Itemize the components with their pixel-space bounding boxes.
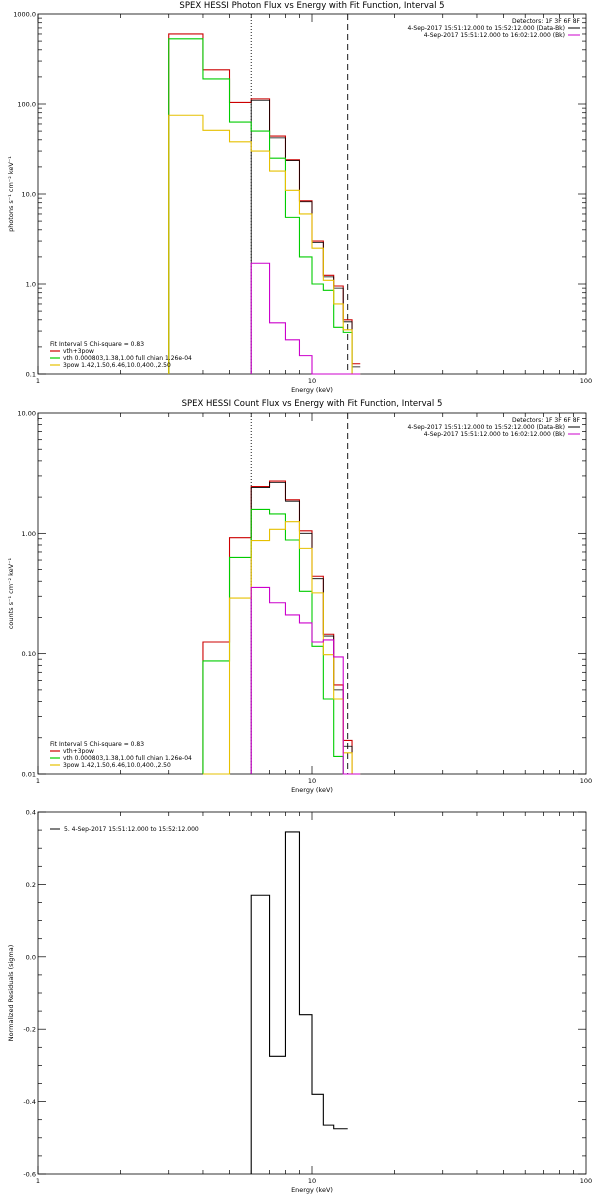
fit-legend: Fit Interval 5 Chi-square = 0.83vth+3pow… xyxy=(50,341,192,369)
x-tick-label: 10 xyxy=(308,377,316,385)
chart-title: SPEX HESSI Photon Flux vs Energy with Fi… xyxy=(179,1,444,11)
series-line-4 xyxy=(250,262,361,375)
y-axis-label: Normalized Residuals (sigma) xyxy=(7,945,15,1042)
info-box: Detectors: 1F 3F 6F 8F4-Sep-2017 15:51:1… xyxy=(407,417,580,438)
series-group xyxy=(168,33,361,375)
series-line-4 xyxy=(250,586,361,775)
y-tick-label: 0.01 xyxy=(22,771,36,779)
y-tick-label: 1.0 xyxy=(26,281,36,289)
y-axis: 0.1 1.0 10.0 100.0 1000.0 photons s⁻¹ cm⁻² ke… xyxy=(7,11,586,379)
y-tick-label: 100.0 xyxy=(17,101,36,109)
panel-count: SPEX HESSI Count Flux vs Energy with Fit… xyxy=(7,399,592,794)
fit-legend-entry: vth 0.000803,1.38,1.00 full chian 1.26e-… xyxy=(63,355,192,362)
data-interval-label: 4-Sep-2017 15:51:12.000 to 15:52:12.000 … xyxy=(407,25,565,32)
series-line-1 xyxy=(250,482,361,775)
fit-legend-header: Fit Interval 5 Chi-square = 0.83 xyxy=(50,341,144,348)
y-tick-label: -0.4 xyxy=(23,1098,36,1106)
x-axis: 1 10 100 Energy (keV) xyxy=(36,413,592,794)
bk-interval-label: 4-Sep-2017 15:51:12.000 to 16:02:12.000 … xyxy=(424,431,565,438)
y-tick-label: 0.4 xyxy=(26,809,36,817)
y-tick-label: 0.1 xyxy=(26,371,36,379)
y-tick-label: -0.2 xyxy=(23,1026,36,1034)
series-line-3 xyxy=(168,114,361,375)
data-interval-label: 4-Sep-2017 15:51:12.000 to 15:52:12.000 … xyxy=(407,424,565,431)
x-tick-label: 10 xyxy=(308,777,316,785)
fit-legend-entry: 3pow 1.42,1.50,6.46,10.0,400.,2.50 xyxy=(63,762,171,769)
y-tick-label: 0.2 xyxy=(26,881,36,889)
y-tick-label: 10.00 xyxy=(17,410,36,418)
series-line-2 xyxy=(168,38,361,375)
series-group xyxy=(202,480,361,775)
series-line-0 xyxy=(202,480,361,775)
series-line-0 xyxy=(250,831,348,1174)
y-tick-label: 0.0 xyxy=(26,953,36,961)
x-axis: 1 10 100 Energy (keV) xyxy=(36,812,592,1194)
fit-legend-entry: vth+3pow xyxy=(63,348,94,355)
y-axis: 0.01 0.10 1.00 10.00 counts s⁻¹ cm⁻² keV⁻¹ xyxy=(7,410,586,779)
fit-legend: Fit Interval 5 Chi-square = 0.83vth+3pow… xyxy=(50,741,192,769)
residual-legend-label: 5. 4-Sep-2017 15:51:12.000 to 15:52:12.0… xyxy=(64,826,199,833)
x-tick-label: 10 xyxy=(308,1177,316,1185)
x-axis-label: Energy (keV) xyxy=(291,786,333,794)
panel-photon: SPEX HESSI Photon Flux vs Energy with Fi… xyxy=(7,1,592,394)
fit-legend-header: Fit Interval 5 Chi-square = 0.83 xyxy=(50,741,144,748)
series-line-3 xyxy=(202,521,361,775)
bk-interval-label: 4-Sep-2017 15:51:12.000 to 16:02:12.000 … xyxy=(424,32,565,39)
x-axis: 1 10 100 Energy (keV) xyxy=(36,14,592,394)
fit-legend-entry: vth+3pow xyxy=(63,748,94,755)
y-tick-label: -0.6 xyxy=(23,1171,36,1179)
fit-legend-entry: vth 0.000803,1.38,1.00 full chian 1.26e-… xyxy=(63,755,192,762)
plot-frame xyxy=(37,811,587,1175)
x-tick-label: 100 xyxy=(580,777,592,785)
x-axis-label: Energy (keV) xyxy=(291,1186,333,1194)
y-tick-label: 10.0 xyxy=(22,191,36,199)
series-line-2 xyxy=(202,508,361,775)
y-axis-label: photons s⁻¹ cm⁻² keV⁻¹ xyxy=(7,156,15,232)
y-tick-label: 1000.0 xyxy=(13,11,36,19)
x-tick-label: 100 xyxy=(580,377,592,385)
x-axis-label: Energy (keV) xyxy=(291,386,333,394)
detectors-label: Detectors: 1F 3F 6F 8F xyxy=(512,417,581,424)
series-group xyxy=(250,831,348,1174)
y-axis-label: counts s⁻¹ cm⁻² keV⁻¹ xyxy=(7,557,15,629)
info-box: Detectors: 1F 3F 6F 8F4-Sep-2017 15:51:1… xyxy=(407,18,580,39)
residual-legend: 5. 4-Sep-2017 15:51:12.000 to 15:52:12.0… xyxy=(50,826,199,833)
fit-legend-entry: 3pow 1.42,1.50,6.46,10.0,400.,2.50 xyxy=(63,362,171,369)
detectors-label: Detectors: 1F 3F 6F 8F xyxy=(512,18,581,25)
y-tick-label: 0.10 xyxy=(22,650,36,658)
series-line-1 xyxy=(250,99,361,374)
x-tick-label: 1 xyxy=(36,777,40,785)
x-tick-label: 100 xyxy=(580,1177,592,1185)
x-tick-label: 1 xyxy=(36,1177,40,1185)
y-axis: -0.6 -0.4 -0.2 0.0 0.2 0.4 Normalized Residual… xyxy=(7,809,586,1179)
x-tick-label: 1 xyxy=(36,377,40,385)
chart-title: SPEX HESSI Count Flux vs Energy with Fit… xyxy=(182,399,443,409)
y-tick-label: 1.00 xyxy=(22,530,36,538)
series-line-0 xyxy=(168,33,361,374)
panel-residuals: 1 10 100 Energy (keV) -0.6 -0.4 -0.2 0.0 0.2 0.4 N… xyxy=(7,809,592,1195)
plot-frame xyxy=(37,13,587,375)
